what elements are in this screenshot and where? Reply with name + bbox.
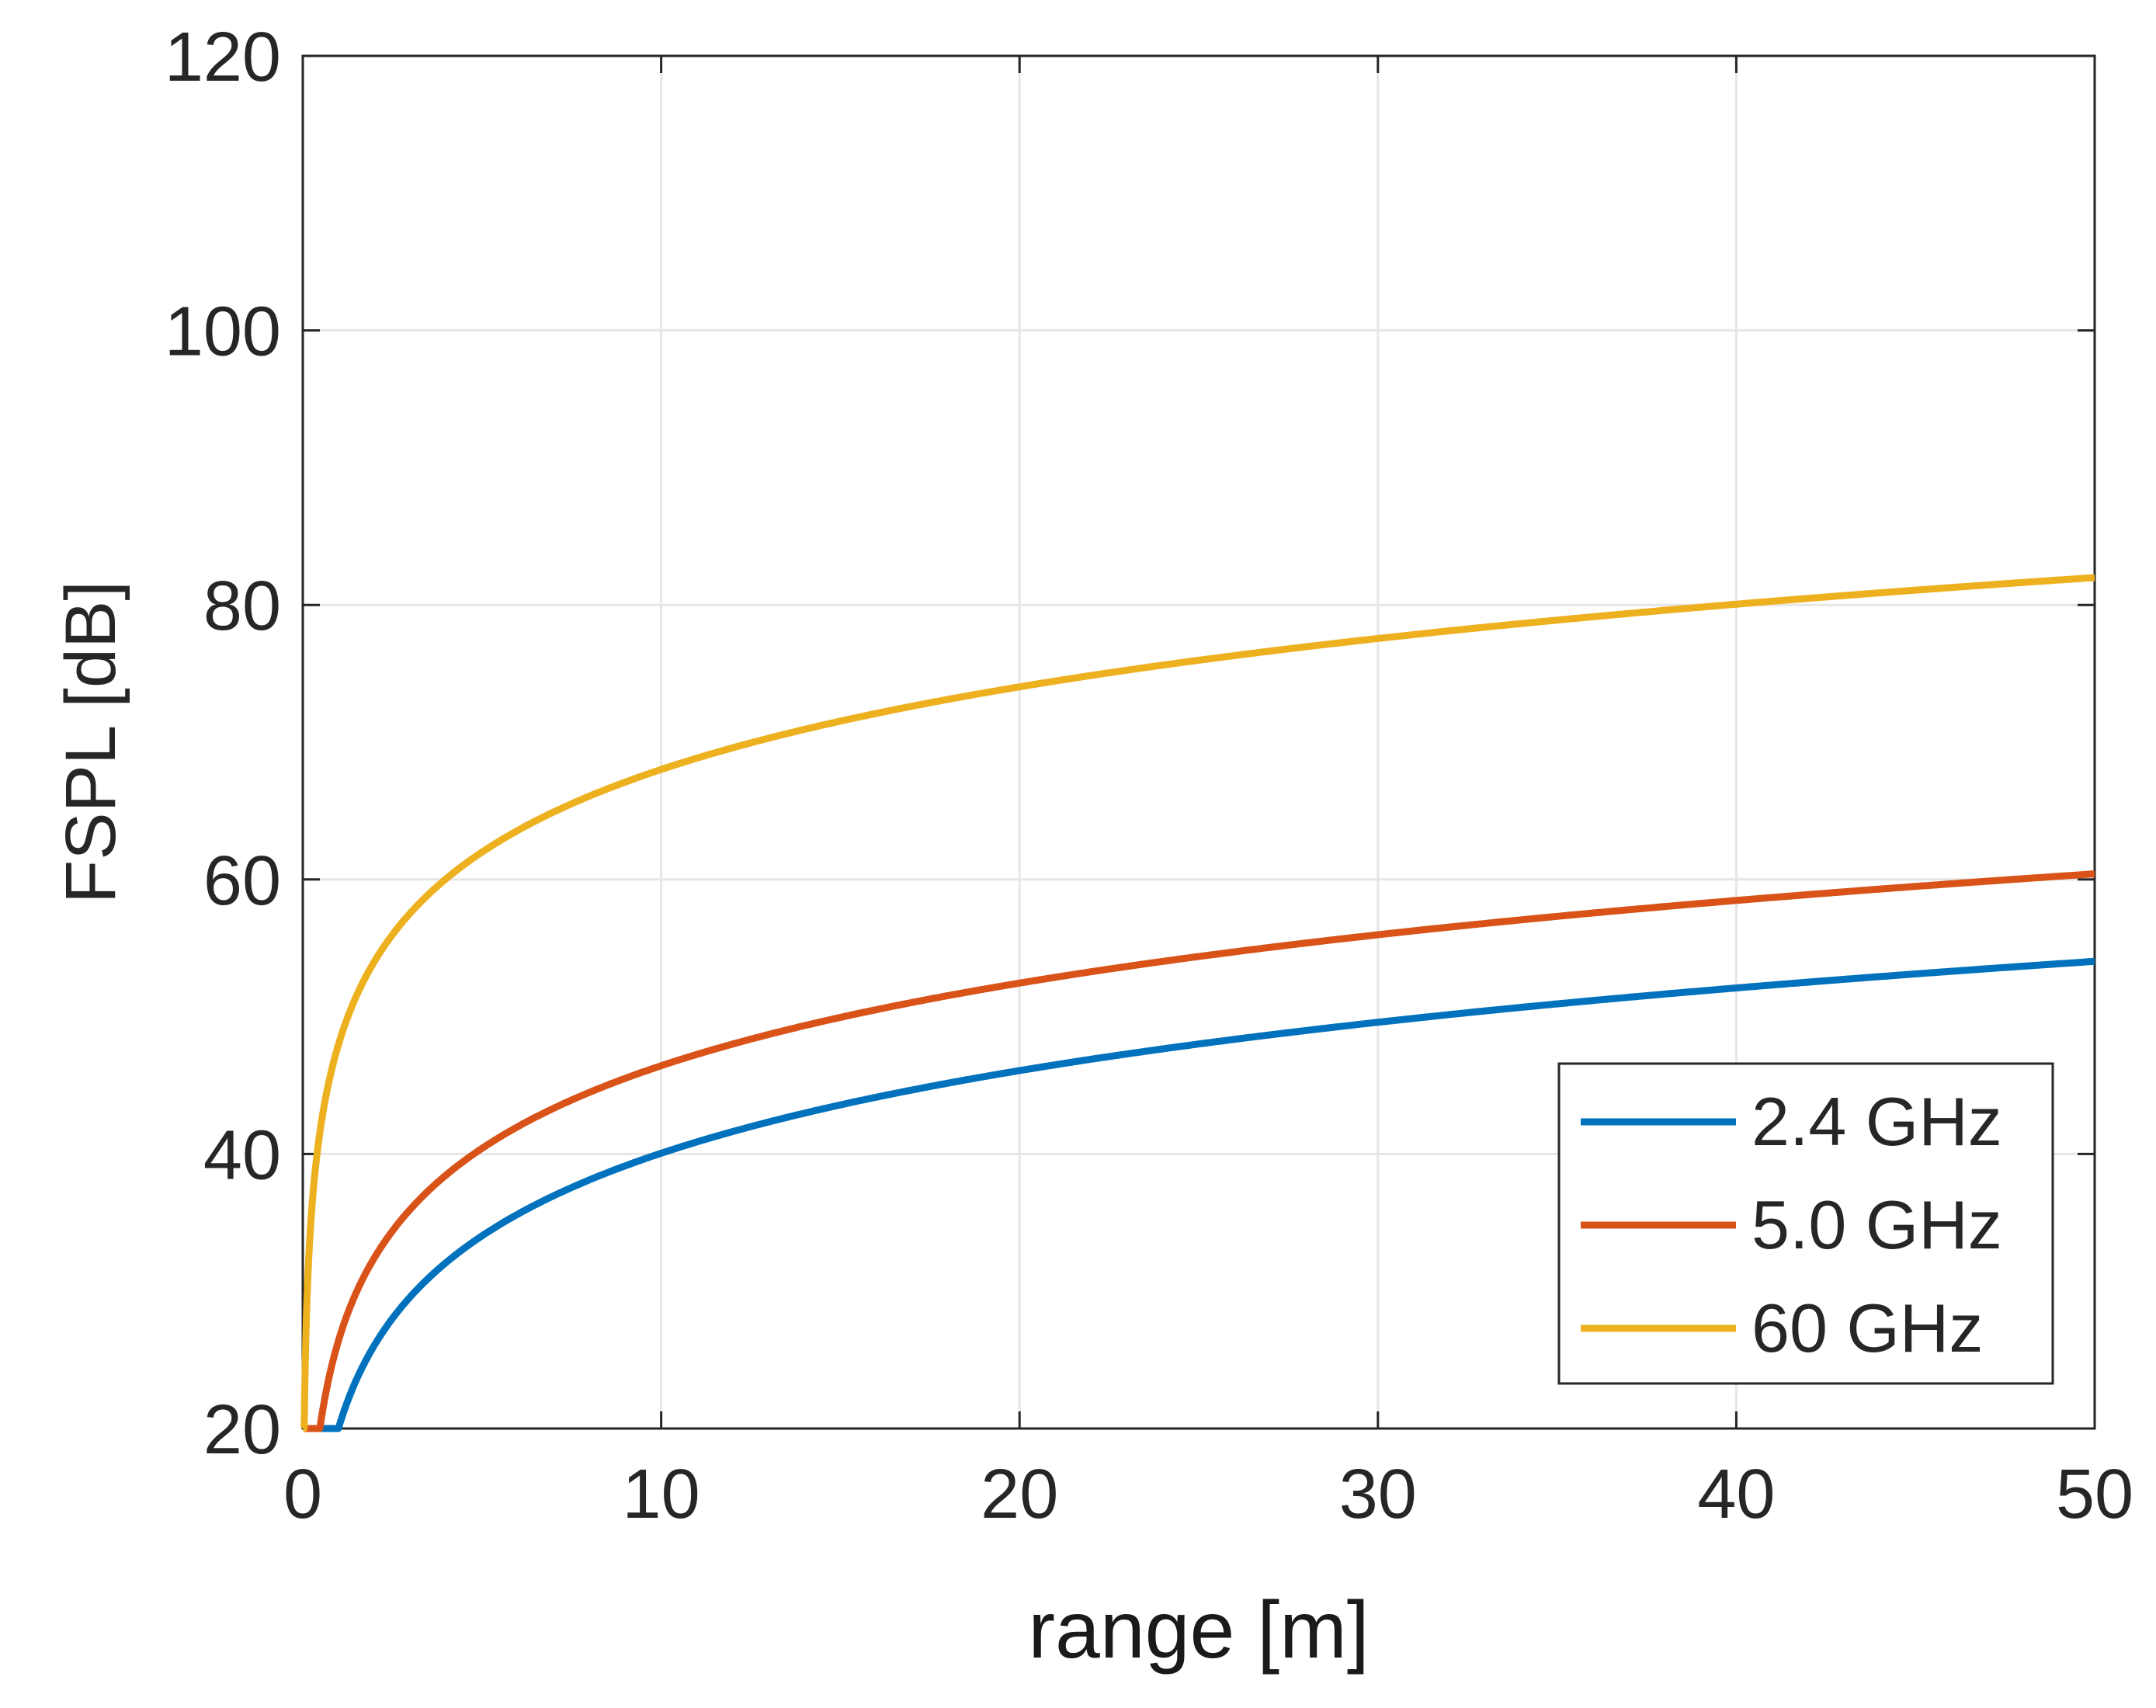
x-tick-label: 50 [2056,1456,2133,1533]
x-axis-label: range [m] [1028,1585,1369,1675]
series-lines [300,574,2095,1432]
series-line-2-4-ghz [300,957,2095,1432]
y-tick-label: 40 [203,1116,281,1194]
x-tick-label: 40 [1697,1456,1775,1533]
y-tick-label: 100 [165,293,281,371]
axis-ticks: 0 10 20 30 40 50 20 40 60 80 100 120 [165,19,2133,1533]
series-line-60-ghz [300,574,2095,1432]
y-tick-label: 80 [203,568,281,645]
series-line-5-0-ghz [300,870,2095,1432]
x-tick-label: 0 [283,1456,322,1533]
legend-label-5-0-ghz: 5.0 GHz [1752,1186,2002,1263]
x-tick-label: 20 [981,1456,1058,1533]
grid-lines [303,56,2095,1429]
legend: 2.4 GHz 5.0 GHz 60 GHz [1557,1062,2054,1385]
plot-area-frame [301,54,2096,1430]
y-tick-label: 60 [203,842,281,920]
x-tick-label: 30 [1339,1456,1417,1533]
y-axis-label: FSPL [dB] [51,581,130,904]
y-tick-label: 20 [203,1391,281,1469]
legend-label-2-4-ghz: 2.4 GHz [1752,1083,2002,1160]
y-tick-label: 120 [165,19,281,96]
legend-label-60-ghz: 60 GHz [1752,1290,1983,1366]
x-tick-label: 10 [623,1456,700,1533]
